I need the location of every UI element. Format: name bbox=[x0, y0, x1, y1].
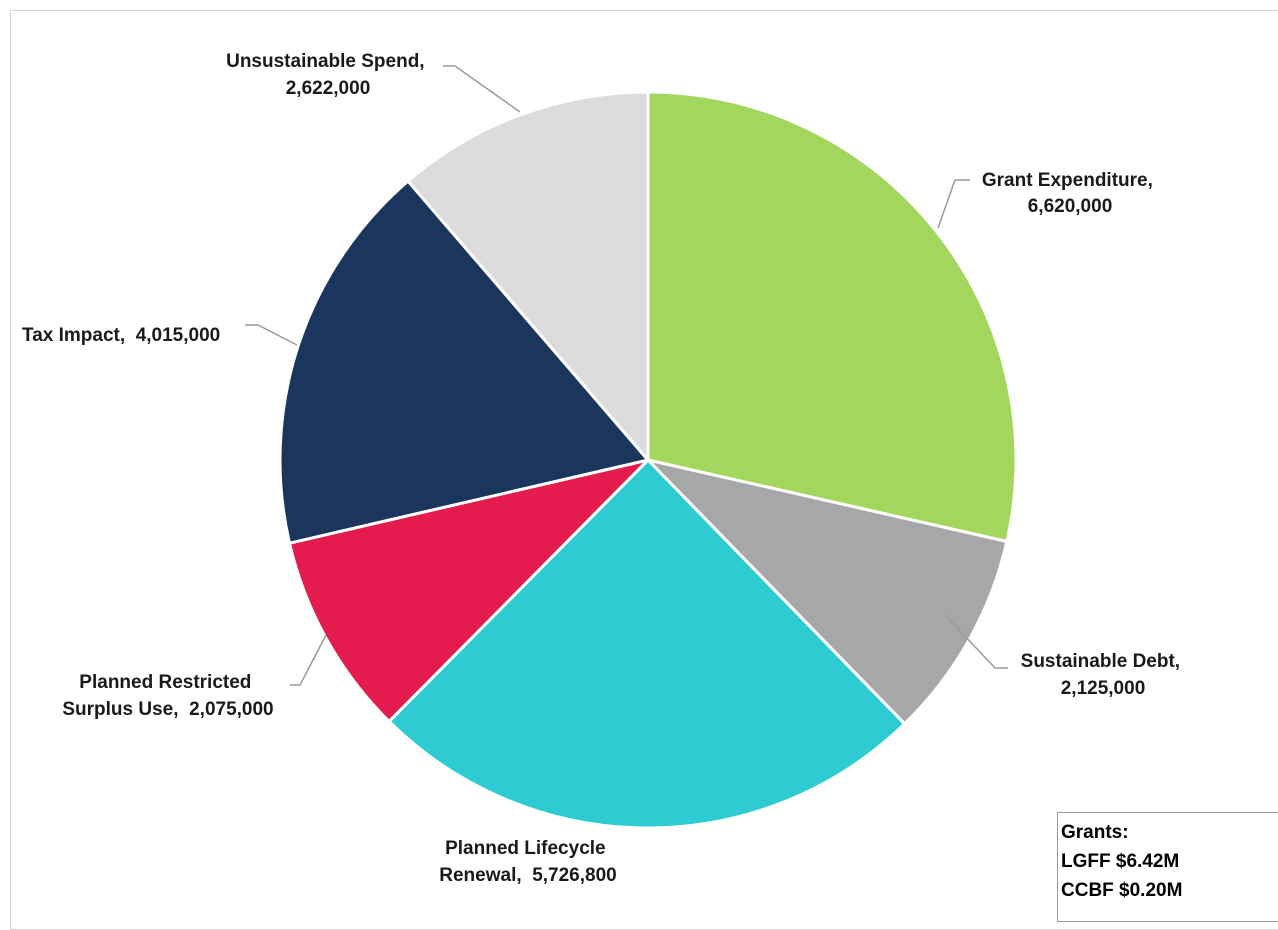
leader-line-grant-expenditure bbox=[937, 179, 970, 229]
grants-note-line-lgff: LGFF $6.42M bbox=[1061, 851, 1180, 872]
leader-line-planned-restricted-surplus-use bbox=[290, 634, 327, 686]
label-planned-restricted-surplus-use: Planned Restricted Surplus Use, 2,075,00… bbox=[62, 672, 273, 720]
pie-slice-tax-impact bbox=[278, 179, 650, 545]
grants-note-title: Grants: bbox=[1061, 822, 1129, 843]
label-grant-expenditure: Grant Expenditure, 6,620,000 bbox=[982, 170, 1158, 217]
label-planned-lifecycle-renewal: Planned Lifecycle Renewal, 5,726,800 bbox=[439, 838, 616, 886]
pie-slice-grant-expenditure bbox=[646, 90, 1018, 543]
label-tax-impact: Tax Impact, 4,015,000 bbox=[22, 325, 220, 346]
leader-line-sustainable-debt bbox=[944, 614, 1008, 669]
label-sustainable-debt: Sustainable Debt, 2,125,000 bbox=[1021, 651, 1186, 699]
pie-slice-unsustainable-spend bbox=[406, 90, 650, 462]
grants-note-box: Grants: LGFF $6.42M CCBF $0.20M bbox=[1057, 812, 1278, 922]
grants-note-line-ccbf: CCBF $0.20M bbox=[1061, 880, 1183, 901]
pie-chart: Grant Expenditure, 6,620,000 Sustainable… bbox=[22, 51, 1186, 886]
leader-line-unsustainable-spend bbox=[443, 65, 521, 113]
pie-slice-planned-restricted-surplus-use bbox=[288, 458, 650, 723]
leader-line-tax-impact bbox=[245, 324, 298, 346]
pie-slice-planned-lifecycle-renewal bbox=[387, 458, 907, 830]
label-unsustainable-spend: Unsustainable Spend, 2,622,000 bbox=[226, 51, 430, 99]
